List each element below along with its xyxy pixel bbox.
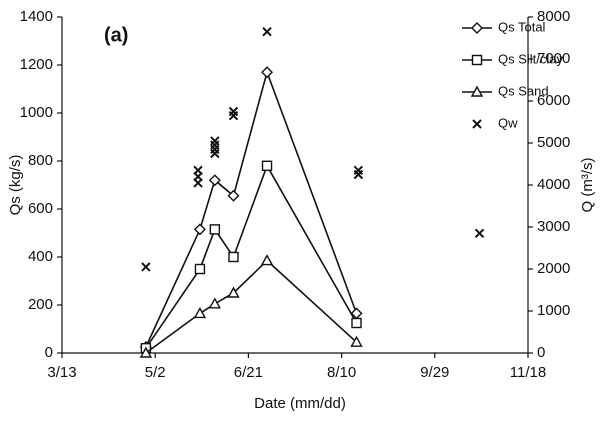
marker xyxy=(210,148,220,159)
marker xyxy=(194,263,206,275)
legend-label: Qw xyxy=(498,115,518,130)
marker xyxy=(193,178,203,188)
y2-tick-label: 2000 xyxy=(537,260,570,277)
legend-label: Qs Total xyxy=(498,19,546,34)
marker xyxy=(193,306,207,319)
marker xyxy=(351,317,362,329)
legend-marker xyxy=(470,85,484,97)
x-tick-label: 6/21 xyxy=(234,364,263,381)
marker xyxy=(227,189,240,202)
marker xyxy=(227,286,240,298)
marker xyxy=(208,174,221,187)
legend-marker xyxy=(471,22,483,34)
y-tick-label: 400 xyxy=(28,248,53,265)
marker xyxy=(350,335,363,347)
y2-tick-label: 1000 xyxy=(537,302,570,319)
legend-marker xyxy=(471,54,483,66)
y-tick-label: 200 xyxy=(28,296,53,313)
marker xyxy=(228,251,239,263)
x-tick-label: 9/29 xyxy=(420,364,449,381)
marker xyxy=(261,66,274,79)
x-tick-label: 3/13 xyxy=(47,364,76,381)
marker xyxy=(262,26,272,37)
chart-title: (a) xyxy=(104,24,128,46)
legend-marker xyxy=(472,119,482,129)
marker xyxy=(353,169,364,180)
y2-axis-label: Q (m³/s) xyxy=(579,158,596,213)
y2-tick-label: 7000 xyxy=(537,50,570,67)
y2-tick-label: 0 xyxy=(537,344,545,361)
x-tick-label: 5/2 xyxy=(145,364,166,381)
series-line xyxy=(145,69,358,348)
y-tick-label: 800 xyxy=(28,152,53,169)
marker xyxy=(208,297,222,309)
legend-label: Qs Sand xyxy=(498,83,549,98)
marker xyxy=(139,346,153,358)
y2-tick-label: 4000 xyxy=(537,176,570,193)
y-tick-label: 1400 xyxy=(20,8,53,25)
marker xyxy=(228,110,239,121)
y-tick-label: 0 xyxy=(45,344,53,361)
y2-tick-label: 3000 xyxy=(537,218,570,235)
y2-tick-label: 8000 xyxy=(537,8,570,25)
marker xyxy=(209,224,221,235)
x-tick-label: 8/10 xyxy=(327,364,356,381)
y-tick-label: 600 xyxy=(28,200,53,217)
y-tick-label: 1200 xyxy=(20,56,53,73)
y2-tick-label: 6000 xyxy=(537,92,570,109)
marker xyxy=(193,223,206,236)
marker xyxy=(260,254,274,266)
series-line xyxy=(145,259,358,354)
y-axis-label: Qs (kg/s) xyxy=(7,155,24,216)
y2-tick-label: 5000 xyxy=(537,134,570,151)
x-tick-label: 11/18 xyxy=(510,364,546,381)
marker xyxy=(474,228,485,239)
series-line xyxy=(145,163,358,349)
marker xyxy=(141,262,151,272)
x-axis-label: Date (mm/dd) xyxy=(254,395,346,412)
y-tick-label: 1000 xyxy=(20,104,53,121)
marker xyxy=(261,160,273,172)
